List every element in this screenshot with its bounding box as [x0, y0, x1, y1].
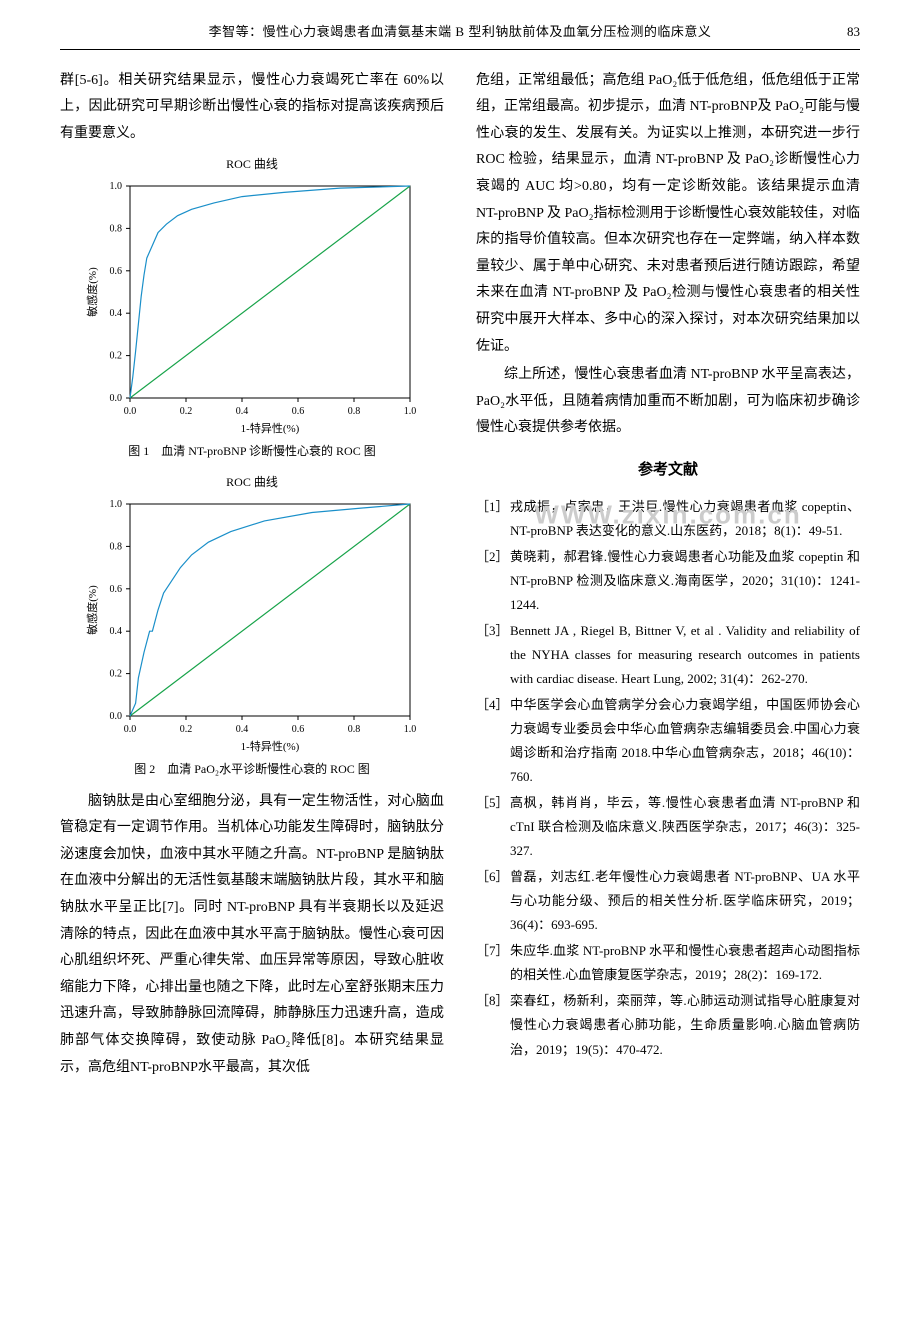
svg-text:0.0: 0.0 [124, 724, 137, 735]
reference-number: ［3］ [476, 619, 510, 691]
svg-text:1-特异性(%): 1-特异性(%) [241, 421, 300, 435]
reference-text: 黄晓莉，郝君锋.慢性心力衰竭患者心功能及血浆 copeptin 和 NT-pro… [510, 545, 860, 617]
page-number: 83 [820, 20, 860, 45]
svg-text:0.4: 0.4 [236, 406, 249, 417]
figure-2-title-top: ROC 曲线 [60, 471, 444, 494]
left-para-1: 群[5-6]。相关研究结果显示，慢性心力衰竭死亡率在 60%以上，因此研究可早期… [60, 68, 444, 148]
reference-item: ［6］曾磊，刘志红.老年慢性心力衰竭患者 NT-proBNP、UA 水平与心功能… [476, 865, 860, 937]
reference-number: ［5］ [476, 791, 510, 863]
svg-text:0.0: 0.0 [110, 393, 123, 404]
figure-1-caption: 图 1 血清 NT-proBNP 诊断慢性心衰的 ROC 图 [60, 440, 444, 463]
figure-2-caption: 图 2 血清 PaO₂水平诊断慢性心衰的 ROC 图 [60, 758, 444, 781]
svg-text:1.0: 1.0 [404, 406, 417, 417]
reference-number: ［2］ [476, 545, 510, 617]
figure-2-svg: 0.0 0.2 0.4 0.6 0.8 1.0 0.0 0.2 0.4 0.6 0.8 1.0 1-特异… [82, 496, 422, 756]
figure-1: ROC 曲线 0.0 0.2 0.4 0.6 0.8 1.0 0.0 0.2 0.4 0.6 0.8… [60, 153, 444, 463]
left-para-2: 脑钠肽是由心室细胞分泌，具有一定生物活性，对心脑血管稳定有一定调节作用。当机体心… [60, 789, 444, 1082]
svg-text:敏感度(%): 敏感度(%) [85, 585, 99, 635]
reference-item: ［5］高枫，韩肖肖，毕云，等.慢性心衰患者血清 NT-proBNP 和 cTnI… [476, 791, 860, 863]
svg-text:0.6: 0.6 [292, 724, 305, 735]
svg-text:0.4: 0.4 [110, 626, 123, 637]
page: 李智等：慢性心力衰竭患者血清氨基末端 B 型利钠肽前体及血氧分压检测的临床意义 … [60, 20, 860, 1083]
right-column: 危组，正常组最低；高危组 PaO₂低于低危组，低危组低于正常组，正常组最高。初步… [476, 68, 860, 1084]
right-para-1: 危组，正常组最低；高危组 PaO₂低于低危组，低危组低于正常组，正常组最高。初步… [476, 68, 860, 361]
reference-number: ［6］ [476, 865, 510, 937]
reference-text: 曾磊，刘志红.老年慢性心力衰竭患者 NT-proBNP、UA 水平与心功能分级、… [510, 865, 860, 937]
right-para-2: 综上所述，慢性心衰患者血清 NT-proBNP 水平呈高表达，PaO₂水平低，且… [476, 362, 860, 442]
reference-text: 朱应华.血浆 NT-proBNP 水平和慢性心衰患者超声心动图指标的相关性.心血… [510, 939, 860, 987]
svg-text:0.0: 0.0 [110, 711, 123, 722]
svg-text:敏感度(%): 敏感度(%) [85, 267, 99, 317]
svg-text:0.2: 0.2 [110, 351, 123, 362]
reference-item: ［7］朱应华.血浆 NT-proBNP 水平和慢性心衰患者超声心动图指标的相关性… [476, 939, 860, 987]
reference-text: 高枫，韩肖肖，毕云，等.慢性心衰患者血清 NT-proBNP 和 cTnI 联合… [510, 791, 860, 863]
reference-text: 中华医学会心血管病学分会心力衰竭学组，中国医师协会心力衰竭专业委员会中华心血管病… [510, 693, 860, 789]
svg-text:0.2: 0.2 [180, 724, 193, 735]
svg-text:0.8: 0.8 [110, 224, 123, 235]
svg-text:0.0: 0.0 [124, 406, 137, 417]
svg-text:0.2: 0.2 [110, 668, 123, 679]
svg-text:0.4: 0.4 [236, 724, 249, 735]
svg-text:0.6: 0.6 [292, 406, 305, 417]
reference-number: ［4］ [476, 693, 510, 789]
reference-number: ［1］ [476, 495, 510, 543]
reference-item: ［2］黄晓莉，郝君锋.慢性心力衰竭患者心功能及血浆 copeptin 和 NT-… [476, 545, 860, 617]
figure-1-title-top: ROC 曲线 [60, 153, 444, 176]
svg-text:0.8: 0.8 [348, 406, 361, 417]
reference-text: Bennett JA , Riegel B, Bittner V, et al … [510, 619, 860, 691]
reference-item: ［3］Bennett JA , Riegel B, Bittner V, et … [476, 619, 860, 691]
header-title: 李智等：慢性心力衰竭患者血清氨基末端 B 型利钠肽前体及血氧分压检测的临床意义 [100, 20, 820, 45]
left-column: 群[5-6]。相关研究结果显示，慢性心力衰竭死亡率在 60%以上，因此研究可早期… [60, 68, 444, 1084]
running-header: 李智等：慢性心力衰竭患者血清氨基末端 B 型利钠肽前体及血氧分压检测的临床意义 … [60, 20, 860, 50]
svg-text:0.8: 0.8 [348, 724, 361, 735]
references-heading: 参考文献 [476, 456, 860, 485]
svg-text:0.8: 0.8 [110, 541, 123, 552]
reference-item: ［8］栾春红，杨新利，栾丽萍，等.心肺运动测试指导心脏康复对慢性心力衰竭患者心肺… [476, 989, 860, 1061]
svg-text:0.6: 0.6 [110, 266, 123, 277]
svg-text:0.6: 0.6 [110, 584, 123, 595]
figure-1-svg: 0.0 0.2 0.4 0.6 0.8 1.0 0.0 0.2 0.4 0.6 0.8 1.0 1-特异… [82, 178, 422, 438]
references-list: ［1］戎成振，卢家忠，王洪巨.慢性心力衰竭患者血浆 copeptin、NT-pr… [476, 495, 860, 1062]
reference-item: ［1］戎成振，卢家忠，王洪巨.慢性心力衰竭患者血浆 copeptin、NT-pr… [476, 495, 860, 543]
reference-item: ［4］中华医学会心血管病学分会心力衰竭学组，中国医师协会心力衰竭专业委员会中华心… [476, 693, 860, 789]
reference-text: 戎成振，卢家忠，王洪巨.慢性心力衰竭患者血浆 copeptin、NT-proBN… [510, 495, 860, 543]
figure-2: ROC 曲线 0.0 0.2 0.4 0.6 0.8 1.0 0.0 0.2 0.4 0.6 0.8… [60, 471, 444, 781]
svg-text:1.0: 1.0 [404, 724, 417, 735]
reference-number: ［7］ [476, 939, 510, 987]
svg-text:1.0: 1.0 [110, 499, 123, 510]
svg-text:1.0: 1.0 [110, 181, 123, 192]
svg-text:0.2: 0.2 [180, 406, 193, 417]
reference-text: 栾春红，杨新利，栾丽萍，等.心肺运动测试指导心脏康复对慢性心力衰竭患者心肺功能，… [510, 989, 860, 1061]
two-column-layout: 群[5-6]。相关研究结果显示，慢性心力衰竭死亡率在 60%以上，因此研究可早期… [60, 68, 860, 1084]
reference-number: ［8］ [476, 989, 510, 1061]
svg-text:1-特异性(%): 1-特异性(%) [241, 739, 300, 753]
svg-text:0.4: 0.4 [110, 308, 123, 319]
